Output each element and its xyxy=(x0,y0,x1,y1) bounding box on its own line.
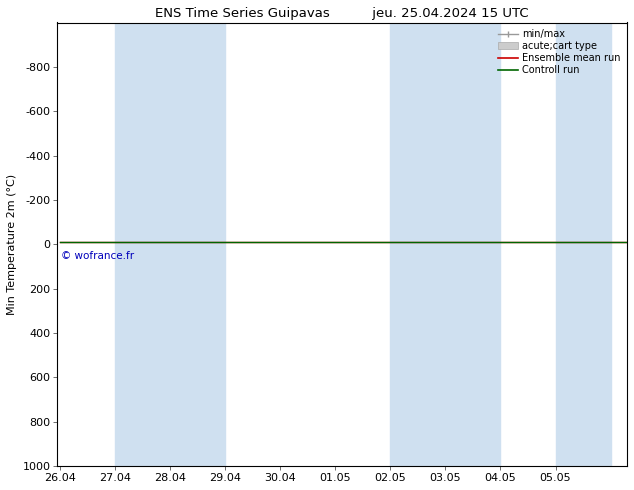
Title: ENS Time Series Guipavas          jeu. 25.04.2024 15 UTC: ENS Time Series Guipavas jeu. 25.04.2024… xyxy=(155,7,529,20)
Bar xyxy=(391,23,446,466)
Bar xyxy=(555,23,611,466)
Bar xyxy=(115,23,171,466)
Y-axis label: Min Temperature 2m (°C): Min Temperature 2m (°C) xyxy=(7,174,17,315)
Text: © wofrance.fr: © wofrance.fr xyxy=(61,251,134,261)
Legend: min/max, acute;cart type, Ensemble mean run, Controll run: min/max, acute;cart type, Ensemble mean … xyxy=(495,25,624,79)
Bar xyxy=(171,23,225,466)
Bar xyxy=(446,23,500,466)
